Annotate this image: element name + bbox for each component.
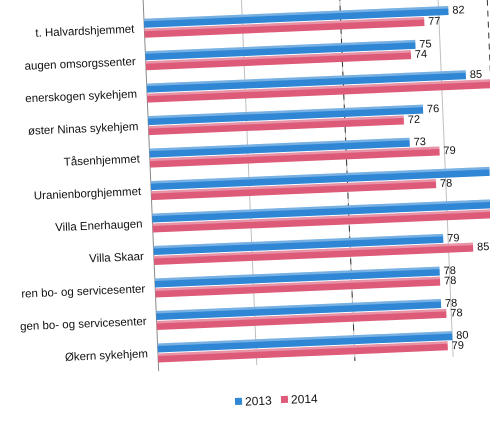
bar-2014 <box>153 242 474 266</box>
category-label: augen omsorgssenter <box>24 56 136 73</box>
bar-highlight <box>154 266 440 282</box>
bar-2014 <box>147 79 490 103</box>
category-label: øster Ninas sykehjem <box>28 121 139 138</box>
bar-highlight <box>147 104 423 119</box>
legend-label-2013: 2013 <box>245 393 273 408</box>
bar-highlight <box>153 233 444 249</box>
data-label-2013: 76 <box>427 103 440 116</box>
category-label: gen bo- og servicesenter <box>20 316 147 333</box>
legend-label-2014: 2014 <box>291 392 319 407</box>
bar-2013 <box>152 198 490 223</box>
bar-2013 <box>143 5 449 28</box>
bar-2013 <box>154 266 440 288</box>
bar-highlight <box>143 5 449 22</box>
data-label-2013: 85 <box>470 69 483 82</box>
bar-highlight <box>157 341 448 356</box>
data-label-2014: 72 <box>408 114 421 127</box>
bar-highlight <box>144 17 425 32</box>
legend-swatch-2014 <box>280 395 289 404</box>
bar-2014 <box>155 276 441 298</box>
bar-2014 <box>148 115 405 136</box>
bar-2013 <box>153 233 444 256</box>
chart-area: 8277757485857672737989787985787878788079… <box>20 0 490 409</box>
bar-highlight <box>156 299 441 314</box>
bar-highlight <box>145 50 411 64</box>
bar-2014 <box>145 50 412 71</box>
reference-line <box>485 0 490 355</box>
bar-2013 <box>157 331 453 353</box>
data-label-2013: 82 <box>452 4 465 17</box>
data-label-2013: 78 <box>443 265 456 278</box>
category-label: Uranienborghjemmet <box>34 186 143 203</box>
bar-highlight <box>152 208 490 227</box>
bar-highlight <box>150 166 490 184</box>
category-label: t. Halvardshjemmet <box>35 24 135 40</box>
bar-highlight <box>148 115 404 129</box>
bar-highlight <box>152 198 490 217</box>
bar-2013 <box>156 299 442 320</box>
bar-highlight <box>149 146 440 162</box>
data-label-2014: 74 <box>415 48 428 61</box>
category-label: ren bo- og servicesenter <box>21 283 146 300</box>
category-label: Villa Skaar <box>89 251 144 265</box>
bars <box>143 5 490 363</box>
data-label-2013: 75 <box>419 38 432 51</box>
bar-2013 <box>147 104 424 126</box>
data-label-2013: 80 <box>456 329 469 342</box>
category-label: Økern sykehjem <box>65 348 149 363</box>
bar-highlight <box>155 276 440 292</box>
reference-line <box>338 0 356 361</box>
bar-highlight <box>146 70 466 87</box>
bar-2014 <box>156 308 447 330</box>
bar-2014 <box>151 179 437 201</box>
bar-2013 <box>149 137 410 158</box>
data-label-2014: 78 <box>444 275 457 288</box>
data-label-2014: 85 <box>477 241 490 254</box>
bar-2014 <box>149 146 440 168</box>
data-label-2014: 79 <box>443 145 456 158</box>
category-label: Villa Enerhaugen <box>55 218 143 234</box>
gridline <box>436 0 454 357</box>
data-label-2014: 78 <box>440 177 453 190</box>
legend: 2013 2014 <box>234 392 319 409</box>
bar-highlight <box>157 331 453 346</box>
category-label: Tåsenhjemmet <box>64 154 141 169</box>
bar-highlight <box>156 308 447 324</box>
bar-2013 <box>150 166 490 191</box>
bar-highlight <box>153 242 473 259</box>
data-label-2013: 73 <box>413 136 426 149</box>
bar-2014 <box>152 208 490 233</box>
data-label-2014: 78 <box>450 307 463 320</box>
bar-highlight <box>147 79 490 97</box>
bar-2014 <box>144 17 425 38</box>
data-label-2013: 78 <box>445 297 458 310</box>
legend-swatch-2013 <box>234 397 243 406</box>
data-label-2014: 77 <box>428 15 441 28</box>
bar-highlight <box>145 39 416 54</box>
bar-2013 <box>146 70 467 93</box>
data-label-2013: 79 <box>447 232 460 245</box>
bar-highlight <box>149 137 410 152</box>
category-label: enerskogen sykehjem <box>25 89 137 106</box>
bar-2014 <box>157 341 448 363</box>
bar-highlight <box>151 179 436 194</box>
category-labels: t. Halvardshjemmet augen omsorgssenter ene… <box>20 24 149 364</box>
bar-2013 <box>145 39 416 61</box>
data-label-2014: 79 <box>451 340 464 353</box>
value-labels: 8277757485857672737989787985787878788079 <box>408 4 490 353</box>
